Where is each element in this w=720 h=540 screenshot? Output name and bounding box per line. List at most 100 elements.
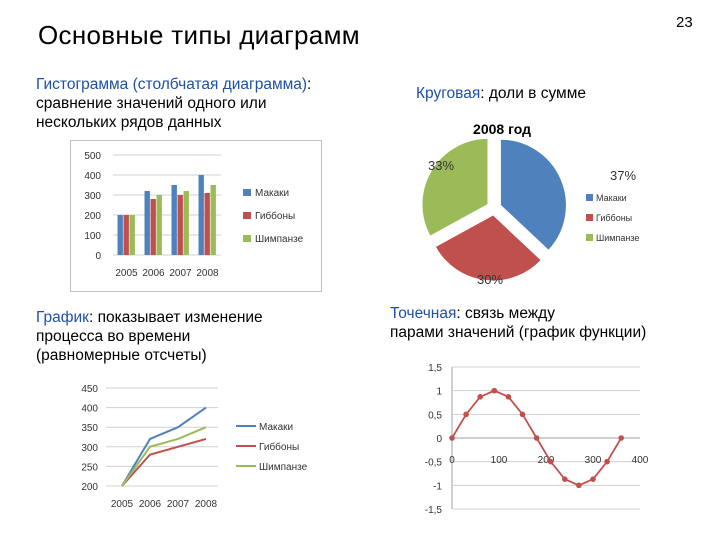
x-tick-label: 2008 (195, 499, 218, 510)
pie-slice-label: 37% (610, 168, 636, 183)
y-tick-label: -1,5 (425, 505, 443, 516)
legend-swatch (586, 214, 593, 221)
line-term: График (36, 309, 89, 326)
y-tick-label: 350 (81, 423, 98, 434)
x-tick-label: 2008 (196, 268, 219, 279)
y-tick-label: 1,5 (428, 363, 442, 374)
y-tick-label: -1 (433, 481, 442, 492)
data-point (576, 482, 582, 489)
y-tick-label: 250 (81, 462, 98, 473)
histogram-line2: сравнение значений одного или (36, 95, 267, 112)
y-tick-label: 300 (84, 191, 101, 202)
data-point (604, 458, 610, 465)
legend-label: Гиббоны (596, 213, 632, 223)
histogram-caption: Гистограмма (столбчатая диаграмма): срав… (36, 75, 311, 132)
y-tick-label: -0,5 (425, 458, 443, 469)
data-point (618, 435, 624, 441)
pie-rest: : доли в сумме (480, 85, 586, 102)
bar (144, 191, 150, 255)
series-line (121, 426, 207, 487)
bar (204, 193, 210, 255)
legend-label: Шимпанзе (259, 462, 308, 473)
legend-label: Шимпанзе (596, 233, 639, 243)
data-point (562, 476, 568, 482)
bar (198, 175, 204, 255)
line-line3: (равномерные отсчеты) (36, 347, 207, 364)
bar (117, 215, 123, 255)
y-tick-label: 0 (95, 251, 101, 262)
x-tick-label: 400 (632, 455, 649, 466)
y-tick-label: 400 (84, 171, 101, 182)
histogram-term: Гистограмма (столбчатая диаграмма) (36, 76, 308, 93)
pie-caption: Круговая: доли в сумме (416, 84, 586, 103)
data-point (505, 394, 512, 400)
legend-swatch (243, 189, 251, 196)
legend-label: Макаки (596, 193, 627, 203)
y-tick-label: 200 (81, 482, 98, 493)
x-tick-label: 0 (449, 455, 455, 466)
pie-slice-label: 33% (428, 158, 454, 173)
bar (156, 195, 162, 255)
data-point (533, 435, 540, 441)
bar (150, 199, 156, 255)
y-tick-label: 300 (81, 443, 98, 454)
pie-slice (499, 138, 567, 252)
y-tick-label: 500 (84, 151, 101, 162)
data-point (463, 411, 469, 418)
page-title: Основные типы диаграмм (38, 20, 360, 50)
y-tick-label: 0,5 (428, 410, 442, 421)
scatter-line2: парами значений (график функции) (390, 324, 647, 341)
pie-title: 2008 год (473, 121, 531, 137)
scatter-term: Точечная (390, 305, 457, 322)
y-tick-label: 1 (436, 387, 442, 398)
pie-slice (421, 137, 489, 237)
bar (129, 215, 135, 255)
bar (123, 215, 129, 255)
histogram-colon: : (307, 76, 312, 93)
x-tick-label: 200 (538, 455, 555, 466)
page-number: 23 (676, 14, 693, 31)
bar (183, 191, 189, 255)
data-point (590, 476, 596, 482)
bar (177, 195, 183, 255)
line-caption: График: показывает изменение процесса во… (36, 308, 263, 365)
data-point (547, 458, 554, 465)
series-line (121, 406, 207, 487)
x-tick-label: 2007 (167, 499, 190, 510)
data-point (477, 394, 483, 400)
legend-label: Гиббоны (255, 210, 295, 222)
pie-slice-label: 30% (477, 272, 503, 287)
legend-swatch (243, 235, 251, 242)
legend-label: Макаки (255, 188, 289, 199)
y-tick-label: 200 (84, 211, 101, 222)
legend-swatch (586, 194, 593, 201)
data-point (449, 435, 455, 441)
x-tick-label: 100 (491, 455, 508, 466)
legend-label: Макаки (259, 422, 293, 433)
pie-chart: 2008 год 37% 30% 33% Макаки Гиббоны Шимпанзе (420, 108, 662, 288)
bar (210, 185, 216, 255)
x-tick-label: 300 (585, 455, 602, 466)
y-tick-label: 0 (436, 434, 442, 445)
legend-swatch (243, 212, 251, 219)
y-tick-label: 450 (81, 384, 98, 395)
x-tick-label: 2005 (111, 499, 134, 510)
pie-term: Круговая (416, 85, 481, 102)
x-tick-label: 2006 (142, 268, 165, 279)
y-tick-label: 100 (84, 231, 101, 242)
legend-swatch (586, 234, 593, 241)
x-tick-label: 2007 (169, 268, 192, 279)
line-rest: : показывает изменение (88, 309, 263, 326)
bar (171, 185, 177, 255)
legend-label: Шимпанзе (255, 234, 304, 245)
pie-slice (434, 214, 542, 282)
series-line (121, 437, 207, 487)
x-tick-label: 2005 (115, 268, 138, 279)
x-tick-label: 2006 (139, 499, 162, 510)
line-chart: 450 400 350 300 250 200 2005 2006 2007 2008 Макаки… (81, 384, 308, 510)
bar-chart: 500 400 300 200 100 0 2005 2006 2007 2008 Макаки Ги… (70, 140, 322, 292)
data-point (491, 387, 498, 394)
y-tick-label: 400 (81, 404, 98, 415)
data-point (519, 411, 526, 418)
line-line2: процесса во времени (36, 328, 191, 345)
